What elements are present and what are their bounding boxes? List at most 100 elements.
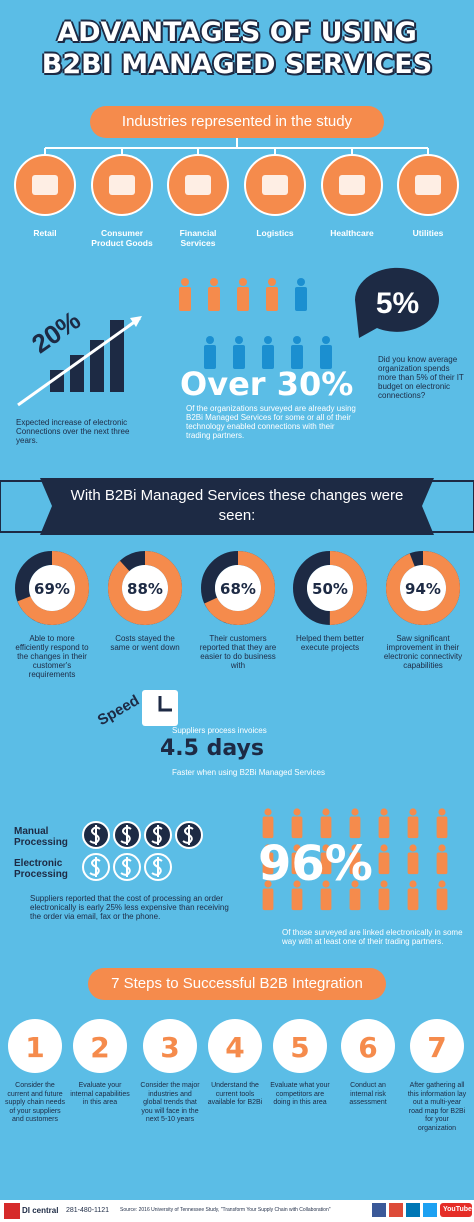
dollar-sign <box>151 857 163 877</box>
person-body <box>233 345 245 369</box>
person-body <box>291 888 303 911</box>
person-body <box>320 888 332 911</box>
logo-box <box>4 1203 20 1219</box>
industry-label: Financial Services <box>179 228 217 248</box>
step-number: 1 <box>25 1031 44 1064</box>
industries-banner <box>90 106 384 138</box>
step-number: 7 <box>427 1031 446 1064</box>
change-text: Costs stayed the same or went down <box>110 634 180 652</box>
footer-bar <box>0 1200 474 1222</box>
person-body <box>208 287 220 311</box>
source: Source: 2016 University of Tennessee Stu… <box>120 1207 331 1213</box>
change-text: Helped them better execute projects <box>295 634 365 652</box>
person-head <box>264 336 272 344</box>
changes-heading: With B2Bi Managed Services these changes… <box>70 487 404 524</box>
donut-hole <box>400 565 446 611</box>
donut-arc <box>201 551 275 625</box>
person-head <box>210 278 218 286</box>
step-circle <box>273 1019 327 1073</box>
person-body <box>436 888 448 911</box>
clock-hands <box>158 696 172 712</box>
step-text: Evaluate your internal capabilities in t… <box>70 1082 130 1106</box>
step-circle <box>208 1019 262 1073</box>
person-body <box>179 287 191 311</box>
person-head <box>409 844 417 852</box>
steps-banner <box>88 968 386 1000</box>
stat-text: Of the organizations surveyed are alread… <box>186 404 356 440</box>
dollar-sign <box>89 857 101 877</box>
dollar-light <box>144 853 172 881</box>
person-head <box>409 880 417 888</box>
industry-label: Consumer Product Goods <box>91 228 153 248</box>
dollar-light <box>113 853 141 881</box>
logo: DI central <box>22 1206 59 1215</box>
dollar-sign <box>182 825 194 845</box>
person-head <box>293 808 301 816</box>
youtube: YouTube <box>443 1206 472 1213</box>
person-head <box>181 278 189 286</box>
person-body <box>436 816 448 839</box>
step-circle <box>143 1019 197 1073</box>
step-text: Consider the major industries and global… <box>140 1082 200 1123</box>
arrow <box>17 316 141 407</box>
person-body <box>291 816 303 839</box>
step-circle <box>8 1019 62 1073</box>
youtube-box <box>440 1203 472 1217</box>
person-head <box>293 880 301 888</box>
person-body <box>320 345 332 369</box>
person-body <box>262 888 274 911</box>
person-body <box>349 816 361 839</box>
person-head <box>438 808 446 816</box>
donut-label: 50% <box>312 580 348 598</box>
person-body <box>378 888 390 911</box>
title-line: ADVANTAGES OF USING <box>57 17 417 48</box>
step-text: Conduct an internal risk assessment <box>349 1082 387 1106</box>
figure: Over 30% <box>180 365 354 403</box>
steps-heading: 7 Steps to Successful B2B Integration <box>111 975 363 992</box>
icon-glyph <box>109 175 135 195</box>
person-head <box>409 808 417 816</box>
processing-text: Suppliers reported that the cost of proc… <box>30 894 229 921</box>
changes-banner <box>40 478 434 535</box>
phone: 281-480-1121 <box>66 1207 110 1214</box>
person-body <box>349 852 361 875</box>
person-head <box>268 278 276 286</box>
person-body <box>262 345 274 369</box>
step-number: 2 <box>90 1031 109 1064</box>
person-head <box>264 808 272 816</box>
person-body <box>204 345 216 369</box>
icon-glyph <box>415 175 441 195</box>
stat-text: Expected increase of electronic Connecti… <box>16 418 130 445</box>
person-head <box>380 844 388 852</box>
processing-label: Manual Processing <box>14 826 68 848</box>
change-text: Able to more efficiently respond to the … <box>15 634 89 679</box>
change-text: Saw significant improvement in their ele… <box>383 634 463 670</box>
dollar-sign <box>120 825 132 845</box>
donut-hole <box>29 565 75 611</box>
step-number: 3 <box>160 1031 179 1064</box>
person-body <box>320 852 332 875</box>
donut-hole <box>215 565 261 611</box>
figure: 5% <box>375 287 420 320</box>
change-text: Their customers reported that they are e… <box>199 634 277 670</box>
stat-text: Did you know average organization spends… <box>378 355 464 400</box>
icon-glyph <box>262 175 288 195</box>
speed-text: Faster when using B2Bi Managed Services <box>172 768 325 777</box>
person-body <box>378 816 390 839</box>
person-body <box>291 852 303 875</box>
processing-label: Electronic Processing <box>14 858 68 880</box>
person-body <box>378 852 390 875</box>
person-head <box>235 336 243 344</box>
facebook <box>372 1203 386 1217</box>
speed-text: Suppliers process invoices <box>172 726 267 735</box>
person-head <box>380 880 388 888</box>
arrow-head <box>130 316 142 327</box>
person-head <box>322 844 330 852</box>
person-head <box>322 336 330 344</box>
donut-hole <box>122 565 168 611</box>
banner-line <box>0 480 474 533</box>
person-body <box>262 852 274 875</box>
dollar-sign <box>120 857 132 877</box>
person-body <box>407 816 419 839</box>
google <box>389 1203 403 1217</box>
